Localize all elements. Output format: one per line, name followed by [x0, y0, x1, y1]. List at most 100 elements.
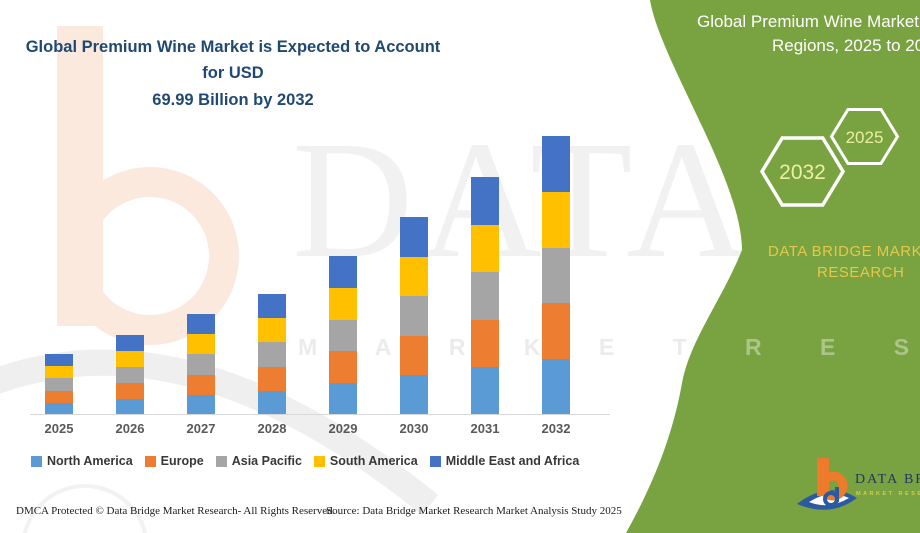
bar-segment — [187, 374, 215, 395]
logo-d-stem — [835, 487, 839, 502]
legend-item: Europe — [144, 454, 204, 468]
bar-segment — [542, 191, 570, 248]
watermark-spaced-text-on-green: M A R K E T R E S E A R C H — [298, 334, 920, 360]
bar-segment — [400, 256, 428, 297]
hexagon-2025-label: 2025 — [846, 128, 884, 147]
legend-swatch — [31, 455, 42, 467]
green-panel-shape — [626, 0, 920, 533]
bar-segment — [116, 335, 144, 351]
bar-segment — [542, 136, 570, 192]
watermark-arc — [22, 484, 148, 533]
bar-2027 — [187, 314, 215, 415]
bar-segment — [258, 390, 286, 415]
chart-title: Global Premium Wine Market is Expected t… — [15, 34, 451, 113]
bar-segment — [116, 399, 144, 415]
bar-segment — [400, 296, 428, 336]
legend-swatch — [215, 455, 227, 467]
legend-label: North America — [47, 454, 133, 468]
bar-segment — [45, 378, 73, 391]
bar-segment — [258, 342, 286, 367]
logo-tagline: MARKET RESEARCH — [856, 491, 920, 497]
watermark-b-bowl — [61, 167, 239, 345]
bar-segment — [45, 354, 73, 367]
data-bridge-logo-icon — [797, 458, 857, 510]
side-panel-brand-line1: DATA BRIDGE MARKET — [768, 243, 920, 260]
x-axis-label: 2030 — [399, 421, 429, 436]
bar-segment — [258, 318, 286, 343]
legend-label: Asia Pacific — [231, 454, 302, 468]
bar-2030 — [400, 217, 428, 415]
side-panel-brand-line2: RESEARCH — [817, 264, 905, 281]
bar-segment — [542, 247, 570, 304]
bar-segment — [400, 375, 428, 415]
bar-segment — [471, 272, 499, 320]
chart-title-line2: 69.99 Billion by 2032 — [152, 90, 314, 109]
legend-label: Middle East and Africa — [445, 454, 580, 468]
bar-2029 — [329, 256, 357, 415]
logo-wordmark: DATA BRIDGE — [855, 472, 920, 487]
bar-2025 — [45, 354, 73, 415]
bar-chart — [30, 135, 610, 415]
x-axis-label: 2031 — [470, 421, 500, 436]
bar-segment — [329, 319, 357, 352]
year-hexagons: 2032 2025 — [759, 108, 900, 207]
bar-segment — [329, 351, 357, 384]
bar-segment — [471, 367, 499, 415]
chart-title-line1: Global Premium Wine Market is Expected t… — [25, 38, 441, 83]
legend-label: Europe — [160, 454, 204, 468]
bar-segment — [187, 394, 215, 415]
x-axis-label: 2026 — [115, 421, 145, 436]
bar-segment — [542, 303, 570, 360]
bar-segment — [471, 319, 499, 368]
logo-b-bowl — [818, 471, 848, 501]
footer-dmca-text: DMCA Protected © Data Bridge Market Rese… — [16, 505, 336, 517]
bar-segment — [45, 366, 73, 379]
bar-2028 — [258, 294, 286, 415]
bar-segment — [258, 366, 286, 391]
side-panel-title-line2: Regions, 2025 to 2032 — [772, 36, 920, 55]
bar-segment — [45, 402, 73, 415]
bar-segment — [471, 177, 499, 225]
bar-segment — [187, 334, 215, 355]
bar-segment — [116, 383, 144, 399]
bar-segment — [329, 287, 357, 320]
bar-segment — [400, 217, 428, 257]
bar-segment — [187, 354, 215, 375]
x-axis-labels: 2025 2026 2027 2028 2029 2030 2031 2032 — [30, 421, 610, 439]
bar-segment — [45, 390, 73, 403]
hexagon-2032-label: 2032 — [779, 161, 826, 184]
bar-segment — [116, 367, 144, 383]
legend-swatch — [429, 455, 441, 467]
footer-source-text: Source: Data Bridge Market Research Mark… — [326, 505, 622, 517]
bar-2031 — [471, 177, 499, 415]
legend: North America Europe Asia Pacific South Ame… — [31, 454, 579, 468]
bar-segment — [400, 335, 428, 376]
x-axis-label: 2027 — [186, 421, 216, 436]
x-axis-label: 2025 — [44, 421, 74, 436]
bar-segment — [329, 383, 357, 415]
bar-segment — [329, 256, 357, 288]
legend-swatch — [144, 455, 156, 467]
hexagon-2025-outline — [829, 108, 900, 165]
x-axis-label: 2028 — [257, 421, 287, 436]
x-axis-line — [30, 414, 610, 415]
legend-swatch — [313, 455, 325, 467]
legend-item: South America — [313, 454, 418, 468]
legend-item: Asia Pacific — [215, 454, 302, 468]
legend-label: South America — [329, 454, 418, 468]
bar-2032 — [542, 136, 570, 415]
bar-segment — [116, 351, 144, 367]
x-axis-label: 2032 — [541, 421, 571, 436]
bar-2026 — [116, 335, 144, 415]
bar-segment — [258, 294, 286, 319]
legend-item: Middle East and Africa — [429, 454, 580, 468]
bar-segment — [187, 314, 215, 335]
legend-item: North America — [31, 454, 133, 468]
bar-segment — [471, 224, 499, 273]
side-panel-title-line1: Global Premium Wine Market, By — [697, 12, 920, 31]
hexagon-2032-outline — [759, 136, 846, 207]
x-axis-label: 2029 — [328, 421, 358, 436]
bar-segment — [542, 359, 570, 415]
